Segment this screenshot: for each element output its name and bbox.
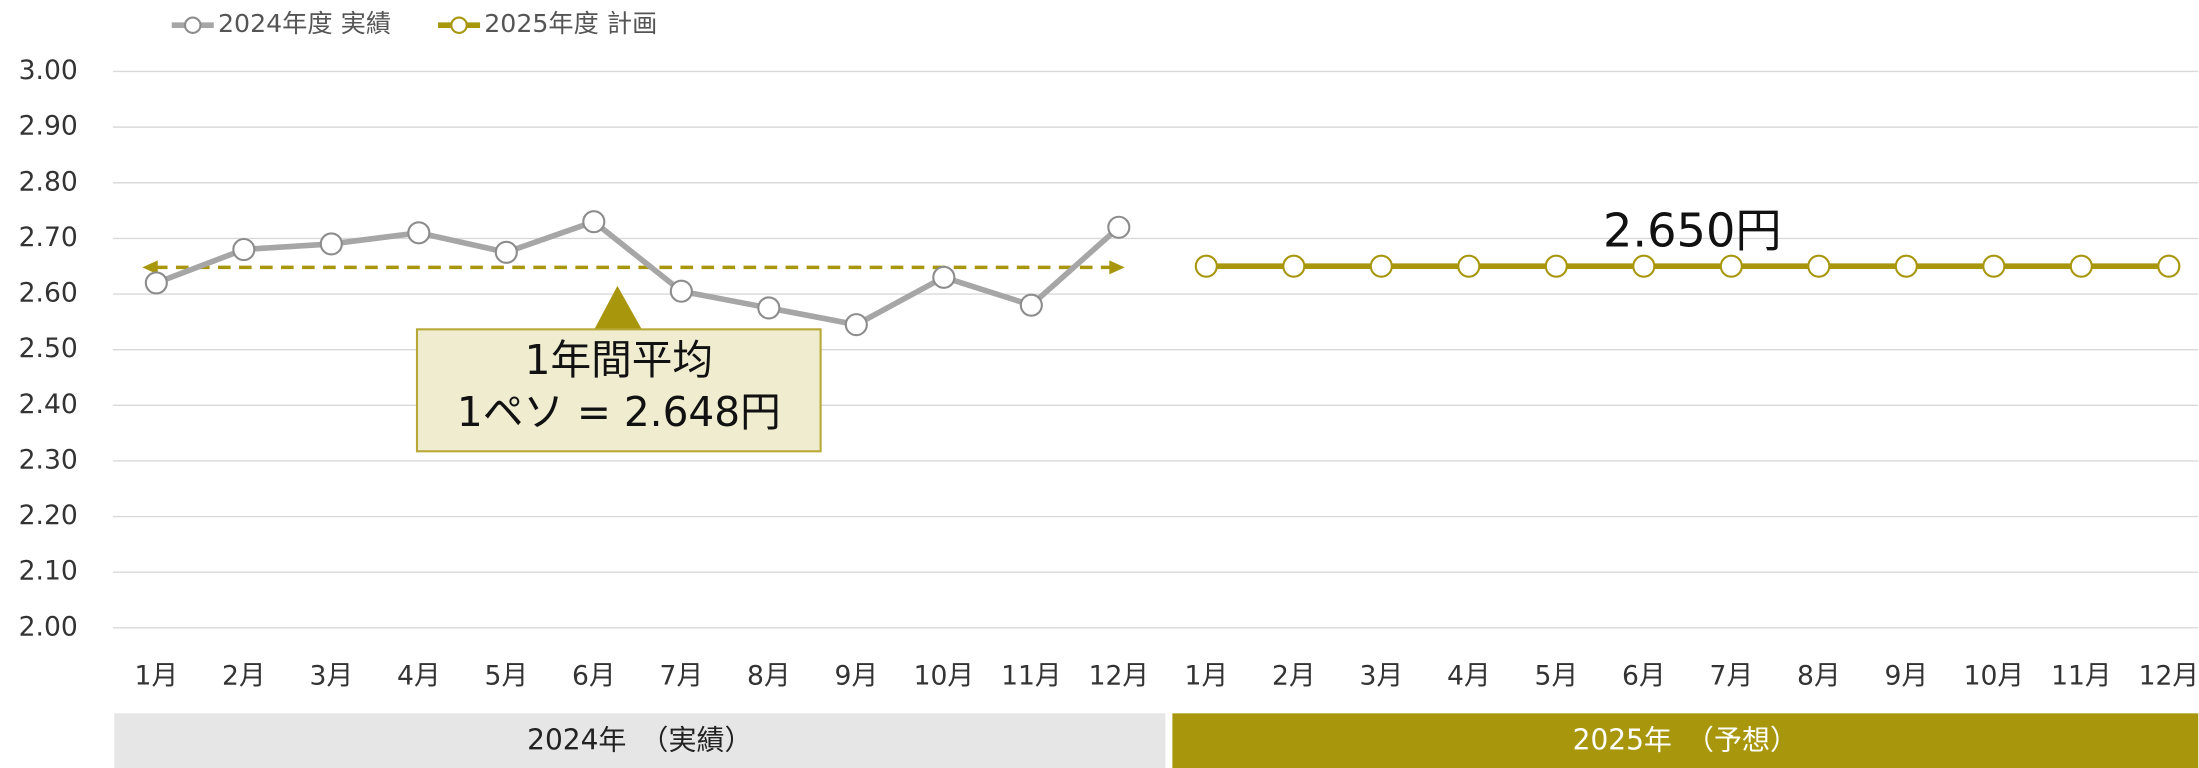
point-marker bbox=[1107, 215, 1131, 239]
point-marker bbox=[1719, 254, 1743, 278]
x-tick-label: 12月 bbox=[2139, 660, 2199, 691]
arrow-head bbox=[1109, 260, 1125, 275]
x-tick-label: 3月 bbox=[310, 660, 354, 691]
x-tick-label: 10月 bbox=[1964, 660, 2024, 691]
x-tick-label: 6月 bbox=[572, 660, 616, 691]
x-tick-label: 9月 bbox=[835, 660, 879, 691]
y-tick-label: 2.70 bbox=[19, 222, 78, 253]
y-tick-label: 2.90 bbox=[19, 111, 78, 142]
callout-text: 1年間平均 bbox=[525, 336, 713, 384]
point-marker bbox=[1807, 254, 1831, 278]
x-tick-label: 2月 bbox=[222, 660, 266, 691]
x-tick-label: 4月 bbox=[1447, 660, 1491, 691]
callout-pointer bbox=[593, 285, 643, 331]
legend-label: 2024年度 実績 bbox=[218, 9, 391, 38]
x-tick-label: 11月 bbox=[1001, 660, 1061, 691]
x-tick-label: 7月 bbox=[1710, 660, 1754, 691]
x-tick-label: 11月 bbox=[2051, 660, 2111, 691]
point-marker bbox=[932, 265, 956, 289]
x-tick-label: 6月 bbox=[1622, 660, 1666, 691]
y-tick-label: 2.60 bbox=[19, 278, 78, 309]
callout-box bbox=[415, 328, 822, 453]
x-tick-label: 1月 bbox=[1185, 660, 1229, 691]
x-tick-label: 10月 bbox=[914, 660, 974, 691]
point-marker bbox=[319, 232, 343, 256]
point-marker bbox=[232, 237, 256, 262]
legend-marker bbox=[183, 16, 202, 34]
x-tick-label: 5月 bbox=[1535, 660, 1579, 691]
legend-label: 2025年度 計画 bbox=[484, 9, 657, 38]
point-marker bbox=[1457, 254, 1481, 278]
point-marker bbox=[1632, 254, 1656, 278]
y-tick-label: 2.20 bbox=[19, 500, 78, 531]
y-tick-label: 2.40 bbox=[19, 389, 78, 420]
y-tick-label: 2.10 bbox=[19, 556, 78, 587]
point-marker bbox=[1019, 293, 1043, 317]
period-band bbox=[114, 713, 1166, 768]
point-marker bbox=[669, 279, 693, 303]
point-marker bbox=[582, 210, 606, 234]
x-tick-label: 2月 bbox=[1272, 660, 1316, 691]
y-tick-label: 3.00 bbox=[19, 55, 78, 86]
x-tick-label: 8月 bbox=[747, 660, 791, 691]
arrow-head bbox=[142, 260, 158, 275]
x-tick-label: 12月 bbox=[1089, 660, 1149, 691]
legend-marker bbox=[450, 16, 468, 34]
period-label: 2025年 （予想） bbox=[1573, 723, 1798, 756]
point-marker bbox=[2069, 254, 2093, 278]
point-marker bbox=[1369, 254, 1393, 278]
point-marker bbox=[1194, 254, 1218, 278]
point-marker bbox=[1982, 254, 2006, 278]
y-tick-label: 2.30 bbox=[19, 444, 78, 475]
point-marker bbox=[407, 221, 431, 245]
callout-text: 1ペソ = 2.648円 bbox=[457, 388, 781, 436]
point-marker bbox=[144, 271, 168, 295]
point-marker bbox=[2157, 254, 2181, 278]
point-marker bbox=[1894, 254, 1918, 278]
x-tick-label: 7月 bbox=[660, 660, 704, 691]
y-tick-label: 2.00 bbox=[19, 611, 78, 642]
point-marker bbox=[844, 313, 868, 337]
y-tick-label: 2.80 bbox=[19, 166, 78, 197]
x-tick-label: 4月 bbox=[397, 660, 441, 691]
period-band bbox=[1172, 713, 2199, 768]
x-tick-label: 5月 bbox=[485, 660, 529, 691]
point-marker bbox=[494, 240, 518, 264]
x-tick-label: 1月 bbox=[135, 660, 179, 691]
x-tick-label: 9月 bbox=[1885, 660, 1929, 691]
point-marker bbox=[757, 296, 781, 320]
point-marker bbox=[1282, 254, 1306, 278]
period-label: 2024年 （実績） bbox=[527, 723, 752, 756]
y-tick-label: 2.50 bbox=[19, 333, 78, 364]
x-tick-label: 3月 bbox=[1360, 660, 1404, 691]
x-tick-label: 8月 bbox=[1797, 660, 1841, 691]
series-line bbox=[155, 218, 1121, 328]
plan-label: 2.650円 bbox=[1603, 203, 1782, 257]
point-marker bbox=[1544, 254, 1568, 278]
